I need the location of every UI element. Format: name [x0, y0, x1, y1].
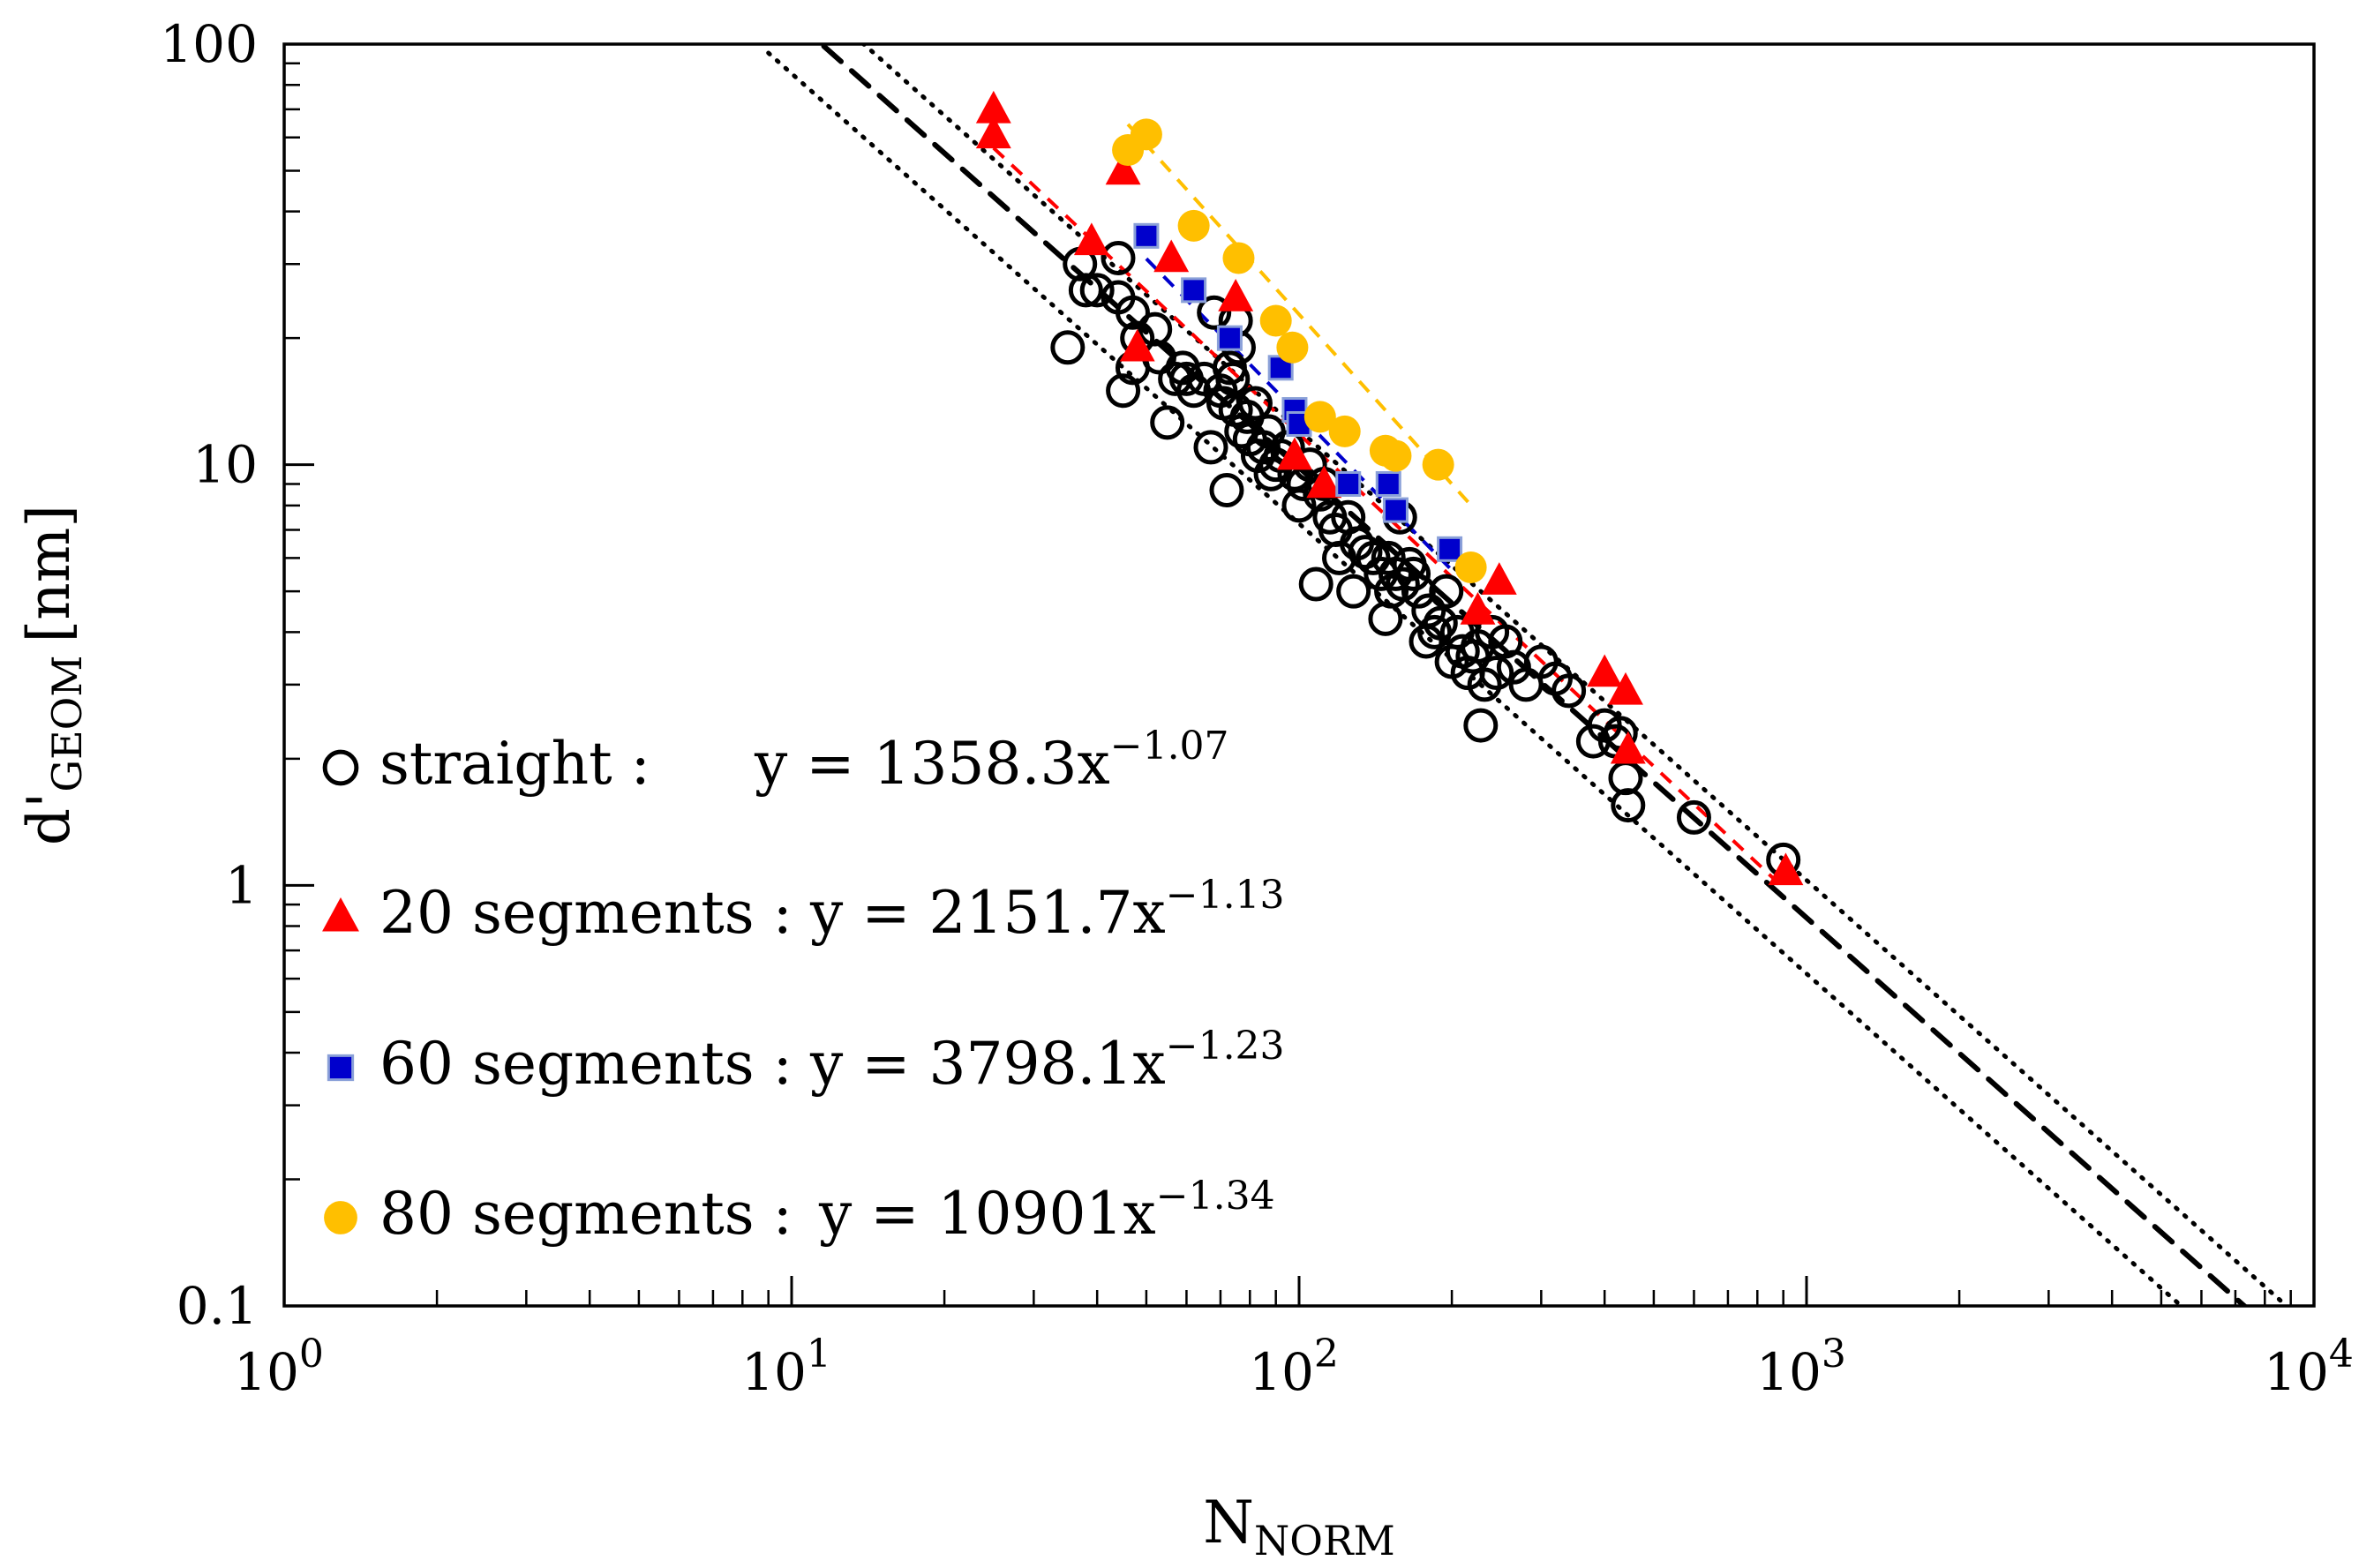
data-points: [975, 90, 1804, 886]
data-point-open-circle: [1551, 673, 1587, 709]
data-point-square: [1181, 277, 1207, 304]
data-point-triangle: [1608, 671, 1643, 705]
legend-equation: y = 1358.3x−1.07: [754, 724, 1229, 798]
data-point-triangle: [1587, 654, 1623, 687]
series-fit-line: [1126, 123, 1473, 506]
data-point-filled-circle: [1276, 331, 1309, 364]
data-point-open-circle: [1281, 488, 1317, 523]
data-point-open-circle: [1298, 566, 1333, 602]
data-point-open-circle: [1193, 430, 1228, 465]
data-point-triangle: [1218, 278, 1254, 311]
data-point-triangle: [1119, 328, 1155, 362]
data-point-square: [1382, 497, 1409, 523]
data-point-open-circle: [1101, 240, 1136, 275]
legend-equation: y = 2151.7x−1.13: [809, 873, 1285, 947]
data-point-filled-circle: [1454, 551, 1487, 584]
tick-labels: 100 101 102 103 104 0.1 1 10 100: [160, 14, 2354, 1402]
data-point-triangle: [1481, 562, 1517, 595]
data-point-triangle: [975, 116, 1011, 149]
axis-ticks: [282, 42, 2316, 1308]
data-point-square: [1335, 470, 1362, 497]
fit-line-dashed: [817, 44, 2249, 1306]
data-point-open-circle: [1676, 799, 1711, 835]
data-point-open-circle: [1197, 295, 1232, 330]
data-point-filled-circle: [324, 1201, 357, 1234]
data-point-triangle: [1768, 852, 1804, 886]
y-tick-label: 0.1: [177, 1276, 258, 1336]
data-point-triangle: [1153, 239, 1190, 273]
data-point-triangle: [322, 897, 359, 932]
fit-line-dotted: [766, 50, 2185, 1306]
data-point-open-circle: [1467, 667, 1502, 702]
data-point-filled-circle: [1177, 209, 1210, 242]
data-point-triangle: [1073, 222, 1109, 256]
data-point-open-circle: [1463, 708, 1499, 743]
data-point-open-circle: [1224, 414, 1259, 449]
data-point-open-circle: [1209, 472, 1244, 507]
data-point-open-circle: [1336, 574, 1371, 609]
data-point-open-circle: [1150, 405, 1185, 440]
data-point-triangle: [1610, 731, 1646, 764]
data-point-open-circle: [1371, 540, 1406, 575]
data-point-triangle: [975, 90, 1011, 124]
legend-equation: y = 3798.1x−1.23: [809, 1024, 1285, 1098]
data-point-open-circle: [1115, 295, 1150, 330]
data-point-open-circle: [1479, 656, 1514, 691]
x-tick-label: 101: [741, 1332, 831, 1402]
data-point-open-circle: [1368, 601, 1403, 636]
data-point-open-circle: [1385, 566, 1420, 602]
data-point-open-circle: [1429, 574, 1464, 609]
data-point-open-circle: [1401, 574, 1436, 609]
data-point-open-circle: [1237, 386, 1273, 421]
y-tick-label: 100: [160, 14, 258, 74]
data-point-triangle: [1277, 437, 1312, 470]
data-point-filled-circle: [1222, 242, 1255, 274]
data-point-open-circle: [1106, 373, 1141, 409]
data-point-filled-circle: [1379, 439, 1412, 472]
data-point-open-circle: [1417, 614, 1453, 649]
legend-label: 80 segments :: [379, 1180, 793, 1248]
data-point-open-circle: [1176, 373, 1212, 409]
legend-label: 20 segments :: [379, 879, 793, 947]
data-point-triangle: [1105, 152, 1141, 185]
data-point-open-circle: [1356, 540, 1391, 575]
legend-equation: y = 10901x−1.34: [818, 1174, 1275, 1248]
x-axis-label: NNORM: [1203, 1489, 1394, 1564]
y-tick-label: 1: [225, 855, 258, 915]
y-axis-label: d'GEOM[nm]: [15, 505, 91, 845]
x-tick-label: 102: [1249, 1332, 1339, 1402]
data-point-open-circle: [1079, 273, 1115, 308]
data-point-open-circle: [1611, 788, 1646, 823]
legend-label: 60 segments :: [379, 1030, 793, 1098]
data-point-open-circle: [322, 749, 359, 786]
data-point-square: [1216, 325, 1243, 351]
data-point-open-circle: [1396, 556, 1431, 591]
x-tick-label: 100: [234, 1332, 324, 1402]
data-point-square: [1437, 536, 1463, 562]
data-point-filled-circle: [1328, 415, 1361, 447]
data-point-triangle: [1306, 465, 1342, 499]
y-tick-label: 10: [192, 435, 258, 495]
data-point-square: [1133, 222, 1160, 249]
data-point-open-circle: [1423, 605, 1458, 641]
data-point-open-circle: [1050, 330, 1086, 365]
legend-label: straight :: [379, 730, 650, 798]
data-point-square: [327, 1054, 355, 1082]
data-point-square: [1375, 470, 1401, 497]
fit-line-dotted: [860, 44, 2290, 1306]
data-point-filled-circle: [1130, 118, 1162, 151]
data-point-filled-circle: [1259, 304, 1292, 337]
data-point-triangle: [1460, 591, 1496, 625]
plot-frame: [282, 42, 2316, 1308]
data-point-filled-circle: [1422, 448, 1454, 481]
x-tick-label: 103: [1756, 1332, 1846, 1402]
data-point-filled-circle: [1303, 401, 1336, 433]
x-tick-label: 104: [2264, 1332, 2354, 1402]
data-point-open-circle: [1068, 273, 1103, 308]
